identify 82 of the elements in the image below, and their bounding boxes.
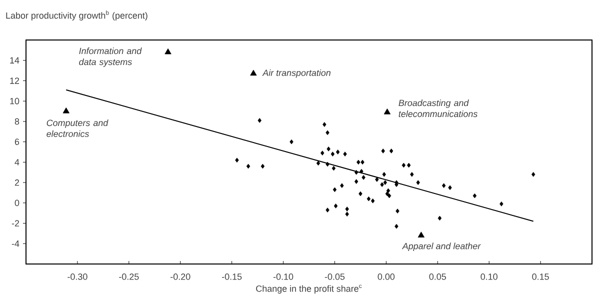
point bbox=[326, 146, 330, 152]
y-tick-label: 10 bbox=[10, 98, 20, 104]
point bbox=[326, 130, 330, 136]
y-tick-label: -4 bbox=[12, 240, 20, 247]
annotation: Computers and electronics bbox=[46, 119, 108, 138]
point bbox=[62, 107, 70, 114]
point bbox=[366, 196, 371, 202]
point bbox=[385, 191, 390, 196]
x-tick-label: 0.05 bbox=[429, 274, 446, 280]
x-tick-label: -0.25 bbox=[119, 274, 139, 280]
x-tick-label: -0.20 bbox=[170, 274, 190, 280]
point bbox=[326, 208, 330, 212]
point bbox=[406, 162, 411, 168]
annotation: Air transportation bbox=[262, 69, 330, 78]
point bbox=[336, 150, 340, 154]
point bbox=[260, 164, 265, 169]
point bbox=[235, 158, 239, 163]
point bbox=[380, 182, 384, 187]
point bbox=[345, 206, 349, 212]
annotation: Apparel and leather bbox=[402, 242, 481, 252]
point bbox=[354, 170, 358, 175]
point bbox=[383, 180, 388, 185]
point bbox=[370, 198, 375, 204]
point bbox=[258, 118, 262, 123]
y-tick-label: 4 bbox=[14, 159, 20, 166]
point bbox=[375, 177, 379, 182]
y-tick-label: 8 bbox=[14, 118, 20, 125]
point bbox=[360, 168, 364, 174]
x-tick-label: -0.05 bbox=[324, 274, 345, 280]
y-axis-title: Labor productivity growth$^{b}$ (percent) bbox=[6, 10, 148, 20]
point bbox=[396, 208, 400, 214]
x-tick-label: -0.10 bbox=[273, 274, 294, 280]
point bbox=[334, 204, 338, 208]
point bbox=[316, 160, 320, 166]
point bbox=[418, 232, 424, 238]
point bbox=[410, 172, 414, 177]
x-tick-label: 0.00 bbox=[378, 274, 395, 280]
point bbox=[320, 150, 324, 156]
point bbox=[354, 179, 358, 184]
point bbox=[164, 48, 172, 54]
point bbox=[322, 122, 326, 127]
y-tick-label: 0 bbox=[14, 200, 20, 206]
y-tick-label: 2 bbox=[14, 179, 20, 186]
y-tick-label: 6 bbox=[14, 138, 20, 145]
point bbox=[402, 162, 406, 168]
point bbox=[343, 152, 347, 156]
point bbox=[438, 216, 442, 221]
x-tick-label: -0.30 bbox=[68, 274, 88, 280]
point bbox=[384, 108, 391, 114]
y-tick-label: 12 bbox=[10, 78, 20, 84]
point bbox=[531, 172, 536, 177]
annotation: Information and data systems bbox=[79, 48, 142, 67]
point bbox=[442, 183, 446, 188]
point bbox=[356, 160, 360, 165]
point bbox=[500, 202, 504, 206]
annotation: Broadcasting and telecommunications bbox=[398, 100, 478, 118]
point bbox=[360, 160, 364, 165]
point bbox=[246, 164, 250, 169]
point bbox=[326, 162, 330, 167]
point bbox=[250, 70, 257, 76]
x-tick-label: 0.15 bbox=[532, 274, 549, 280]
x-axis-title: Change in the profit share$^{c}$ bbox=[256, 284, 362, 294]
point bbox=[387, 193, 392, 198]
x-tick-label: -0.15 bbox=[222, 274, 242, 280]
point bbox=[358, 191, 362, 196]
x-tick-label: 0.10 bbox=[480, 274, 498, 280]
point bbox=[290, 139, 294, 144]
point bbox=[381, 148, 385, 154]
point bbox=[362, 175, 366, 180]
point bbox=[382, 172, 386, 177]
point bbox=[332, 187, 337, 192]
point bbox=[389, 148, 394, 154]
point bbox=[394, 224, 398, 229]
point bbox=[340, 183, 344, 188]
point bbox=[330, 152, 335, 156]
point bbox=[345, 212, 349, 217]
y-tick-label: -2 bbox=[12, 220, 20, 226]
point bbox=[448, 185, 452, 190]
point bbox=[416, 180, 420, 185]
point bbox=[472, 193, 477, 198]
point bbox=[332, 166, 336, 171]
y-tick-label: 14 bbox=[10, 57, 20, 64]
